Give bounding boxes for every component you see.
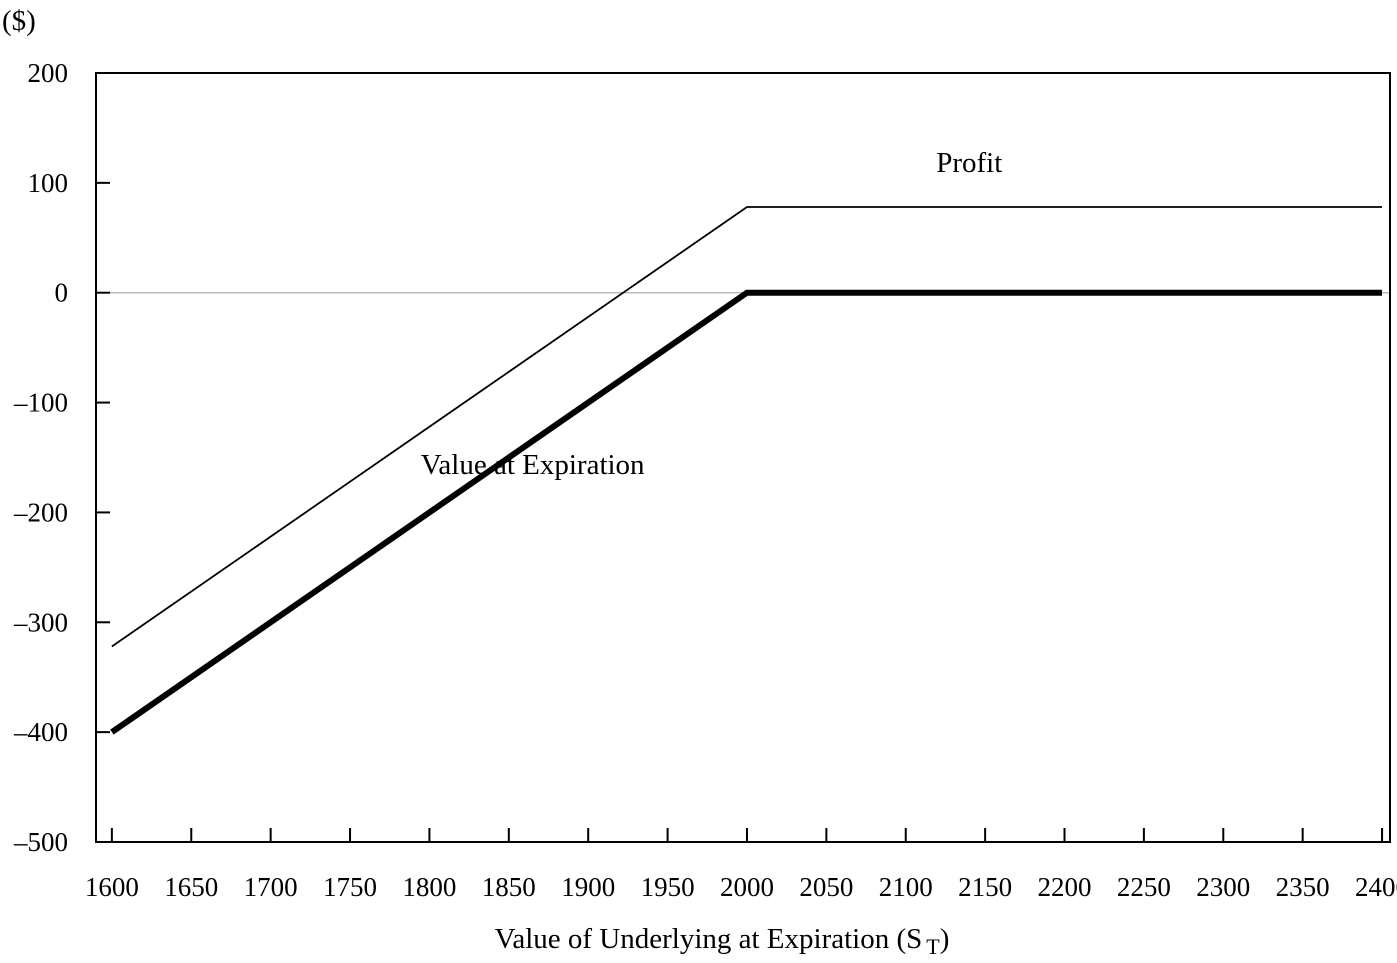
x-tick-label: 1750	[323, 872, 377, 902]
y-tick-label: –400	[13, 717, 68, 747]
y-tick-label: –200	[13, 497, 68, 527]
x-axis-title: Value of Underlying at Expiration (S T)	[495, 923, 950, 959]
x-tick-label: 1700	[244, 872, 298, 902]
y-tick-label: 200	[28, 58, 69, 88]
series-line-profit	[111, 206, 1383, 648]
x-tick-label: 1650	[164, 872, 218, 902]
x-tick-label: 2150	[958, 872, 1012, 902]
annotation-value-at-expiration: Value at Expiration	[421, 449, 645, 481]
x-tick-label: 2200	[1038, 872, 1092, 902]
x-tick-label: 1850	[482, 872, 536, 902]
plot-frame	[95, 72, 1391, 843]
y-tick-label: 100	[28, 168, 69, 198]
annotation-profit: Profit	[936, 147, 1002, 179]
y-tick-label: –100	[13, 388, 68, 418]
y-axis-unit-label: ($)	[2, 5, 36, 37]
y-tick-label: 0	[55, 278, 69, 308]
x-tick-label: 2350	[1276, 872, 1330, 902]
x-tick-label: 2050	[799, 872, 853, 902]
x-tick-label: 1900	[561, 872, 615, 902]
x-tick-label: 1600	[85, 872, 139, 902]
y-tick-label: –500	[13, 827, 68, 857]
series-line-value-at-expiration	[110, 289, 1383, 735]
x-tick-label: 1800	[402, 872, 456, 902]
x-tick-label: 2400	[1355, 872, 1397, 902]
x-tick-label: 2100	[879, 872, 933, 902]
y-tick-label: –300	[13, 607, 68, 637]
x-tick-label: 2000	[720, 872, 774, 902]
x-axis-title-subscript: T	[926, 934, 940, 959]
x-axis-title-main: Value of Underlying at Expiration (S	[495, 923, 923, 955]
x-tick-label: 2250	[1117, 872, 1171, 902]
x-axis-title-close: )	[940, 923, 950, 955]
x-tick-label: 1950	[641, 872, 695, 902]
x-tick-label: 2300	[1196, 872, 1250, 902]
